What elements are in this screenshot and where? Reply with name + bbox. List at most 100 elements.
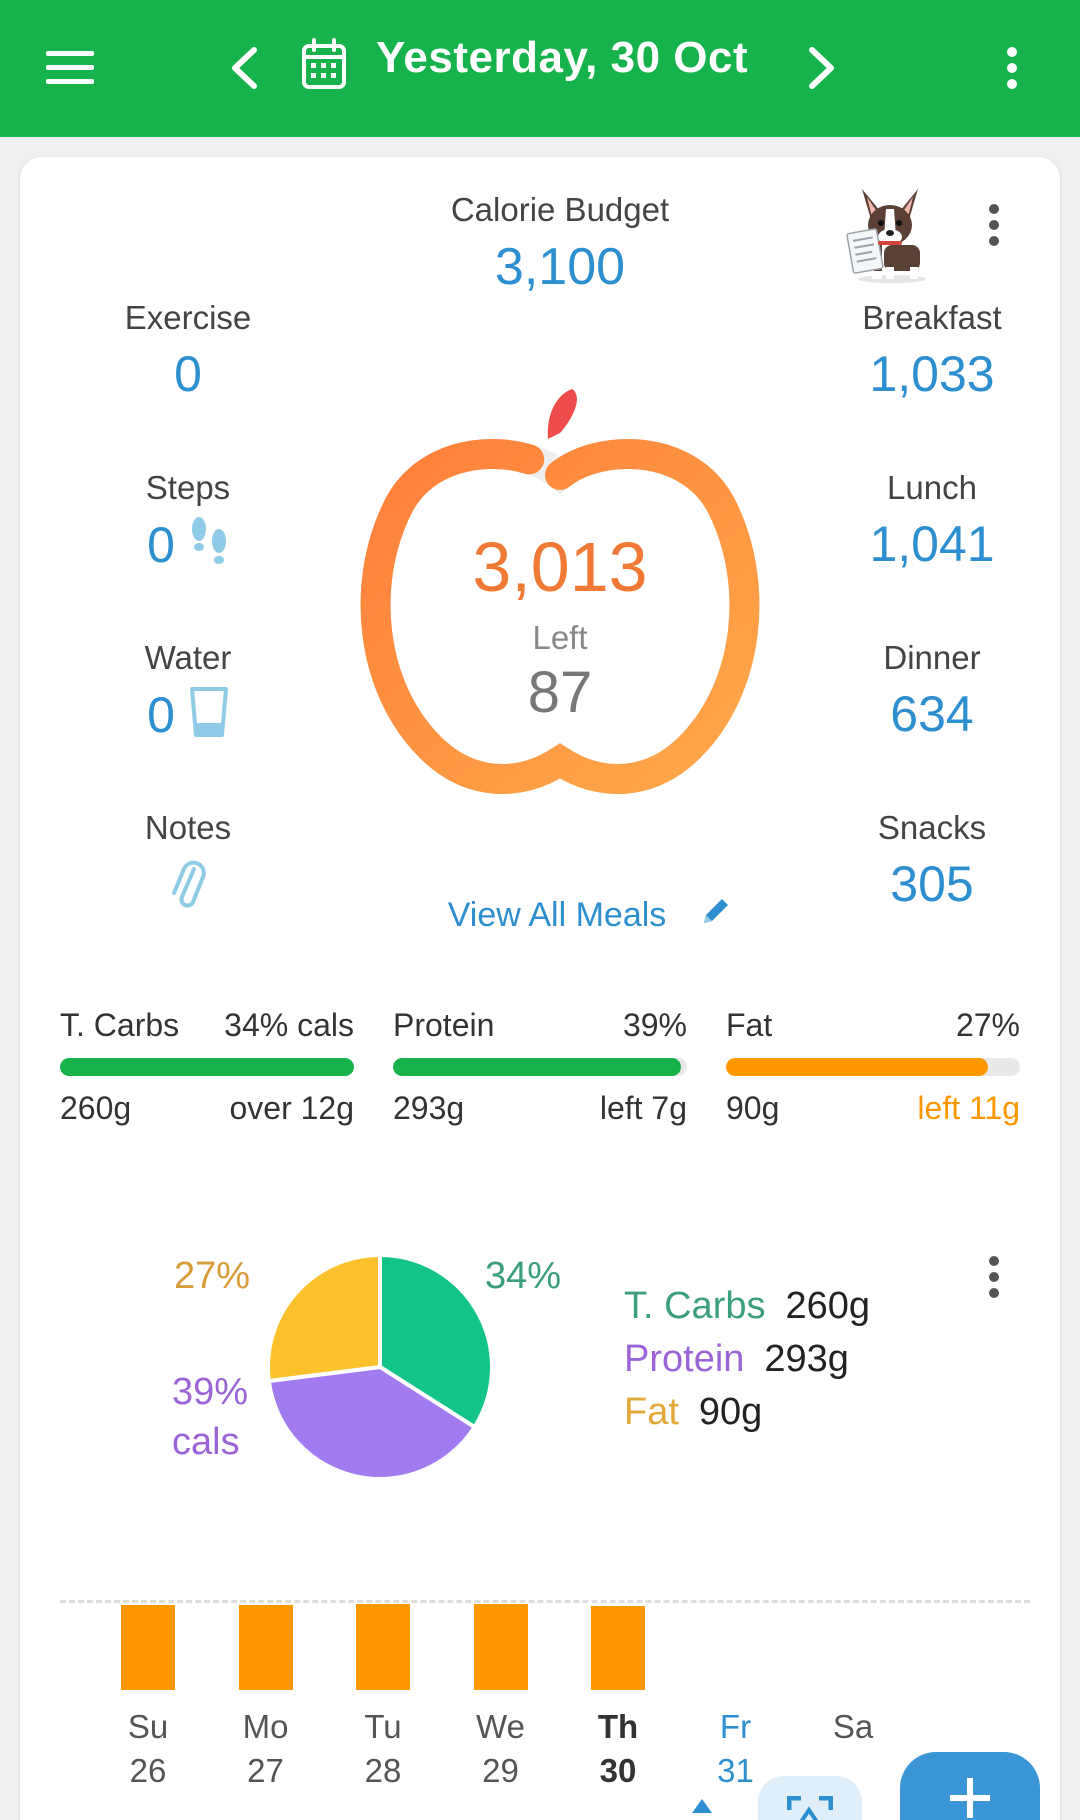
calorie-budget[interactable]: Calorie Budget 3,100 xyxy=(360,191,760,297)
pie-label-protein-suffix: cals xyxy=(172,1421,240,1463)
pencil-edit-icon[interactable] xyxy=(700,895,732,936)
macro-percent: 34% cals xyxy=(224,1007,354,1043)
apple-center-text: 3,013 Left 87 xyxy=(320,527,800,726)
snacks-stat[interactable]: Snacks 305 xyxy=(802,809,1062,913)
breakfast-label: Breakfast xyxy=(862,299,1002,336)
daily-summary-card: Calorie Budget 3,100 xyxy=(20,157,1060,1820)
week-day-mo[interactable]: Mo 27 xyxy=(216,1705,316,1793)
exercise-stat[interactable]: Exercise 0 xyxy=(68,299,308,403)
week-day-sa[interactable]: Sa xyxy=(803,1705,903,1749)
week-day-we[interactable]: We 29 xyxy=(451,1705,551,1793)
pie-label-carbs: 34% xyxy=(485,1255,562,1297)
week-day-label: Sa xyxy=(832,1708,874,1745)
legend-row: Fat 90g xyxy=(624,1391,870,1434)
calorie-budget-value: 3,100 xyxy=(494,238,626,296)
week-bar-mo[interactable] xyxy=(238,1604,293,1690)
macro-status: left 11g xyxy=(917,1090,1020,1126)
steps-stat[interactable]: Steps 0 xyxy=(68,469,308,574)
week-day-th[interactable]: Th 30 xyxy=(568,1705,668,1793)
legend-grams: 293g xyxy=(764,1338,849,1380)
apple-progress-stroke xyxy=(360,439,760,794)
breakfast-stat[interactable]: Breakfast 1,033 xyxy=(802,299,1062,403)
dog-mascot-icon xyxy=(842,175,938,285)
legend-row: T. Carbs 260g xyxy=(624,1285,870,1328)
week-bar-we[interactable] xyxy=(473,1603,528,1690)
week-day-date: 29 xyxy=(482,1752,519,1789)
calorie-apple-progress[interactable] xyxy=(320,357,800,837)
week-day-label: Tu xyxy=(364,1708,402,1745)
exercise-value: 0 xyxy=(174,346,202,402)
week-day-su[interactable]: Su 26 xyxy=(98,1705,198,1793)
week-day-label: Mo xyxy=(242,1708,289,1745)
steps-value: 0 xyxy=(147,516,175,573)
barcode-scan-button[interactable] xyxy=(758,1776,862,1820)
legend-grams: 260g xyxy=(785,1285,871,1327)
legend-grams: 90g xyxy=(698,1391,763,1433)
hamburger-menu-icon[interactable] xyxy=(30,28,110,108)
week-day-date: 31 xyxy=(717,1752,754,1789)
week-day-tu[interactable]: Tu 28 xyxy=(333,1705,433,1793)
week-bar-su[interactable] xyxy=(121,1604,175,1690)
water-label: Water xyxy=(144,639,232,676)
water-stat[interactable]: Water 0 xyxy=(68,639,308,744)
macro-pie-chart[interactable] xyxy=(260,1247,500,1487)
dinner-stat[interactable]: Dinner 634 xyxy=(802,639,1062,743)
paperclip-icon xyxy=(68,857,308,916)
macro-progress-fill xyxy=(60,1058,354,1076)
macro-protein[interactable]: Protein 39% 293g left 7g xyxy=(393,1007,687,1127)
water-glass-icon xyxy=(189,685,229,744)
pie-slice-protein xyxy=(266,1364,478,1481)
next-day-chevron-icon[interactable] xyxy=(790,28,854,108)
calendar-icon[interactable] xyxy=(292,24,356,104)
week-target-line xyxy=(60,1600,1030,1603)
pie-slice-fat xyxy=(266,1252,382,1384)
macro-legend: T. Carbs 260g Protein 293g Fat 90g xyxy=(624,1285,870,1444)
top-app-bar: Yesterday, 30 Oct xyxy=(0,0,1080,137)
notes-label: Notes xyxy=(144,809,232,846)
pie-overflow-menu-icon[interactable] xyxy=(976,1247,1012,1307)
week-day-label: We xyxy=(476,1708,525,1745)
pie-label-protein: 39% xyxy=(172,1371,249,1413)
week-day-fr[interactable]: Fr 31 xyxy=(686,1705,786,1793)
macro-percent: 39% xyxy=(622,1007,687,1043)
calories-eaten-value: 3,013 xyxy=(472,528,648,606)
snacks-value: 305 xyxy=(890,856,974,912)
card-overflow-menu-icon[interactable] xyxy=(976,195,1012,255)
plus-icon xyxy=(950,1778,990,1818)
macro-name: Protein xyxy=(393,1007,495,1043)
snacks-label: Snacks xyxy=(877,809,987,846)
week-day-label: Fr xyxy=(719,1708,752,1745)
week-day-date: 30 xyxy=(599,1752,637,1789)
lunch-stat[interactable]: Lunch 1,041 xyxy=(802,469,1062,573)
week-day-label: Su xyxy=(127,1708,169,1745)
legend-row: Protein 293g xyxy=(624,1338,870,1381)
macro-progress-track xyxy=(393,1058,687,1076)
week-bar-th[interactable] xyxy=(591,1606,645,1690)
legend-name: Fat xyxy=(624,1391,679,1433)
calories-left-value: 87 xyxy=(527,660,593,725)
macro-name: T. Carbs xyxy=(60,1007,180,1043)
week-day-date: 28 xyxy=(364,1752,402,1789)
footprints-icon xyxy=(189,515,229,574)
macro-carbs[interactable]: T. Carbs 34% cals 260g over 12g xyxy=(60,1007,354,1127)
week-day-label: Th xyxy=(597,1708,639,1745)
week-day-date: 27 xyxy=(247,1752,284,1789)
previous-day-chevron-icon[interactable] xyxy=(212,28,276,108)
breakfast-value: 1,033 xyxy=(869,346,995,402)
steps-label: Steps xyxy=(145,469,231,506)
macro-name: Fat xyxy=(726,1007,773,1043)
view-all-meals-link[interactable]: View All Meals xyxy=(400,885,780,945)
macro-progress-track xyxy=(726,1058,1020,1076)
notes-stat[interactable]: Notes xyxy=(68,809,308,916)
macro-progress-fill xyxy=(726,1058,988,1076)
lunch-value: 1,041 xyxy=(869,516,995,572)
add-food-button[interactable] xyxy=(900,1752,1040,1820)
legend-name: T. Carbs xyxy=(624,1285,766,1327)
macro-fat[interactable]: Fat 27% 90g left 11g xyxy=(726,1007,1020,1127)
view-all-meals-label: View All Meals xyxy=(447,895,667,934)
date-title[interactable]: Yesterday, 30 Oct xyxy=(376,33,749,82)
exercise-label: Exercise xyxy=(124,299,252,336)
week-bar-tu[interactable] xyxy=(356,1603,410,1690)
apple-leaf-icon xyxy=(547,389,577,439)
overflow-menu-icon[interactable] xyxy=(980,28,1044,108)
